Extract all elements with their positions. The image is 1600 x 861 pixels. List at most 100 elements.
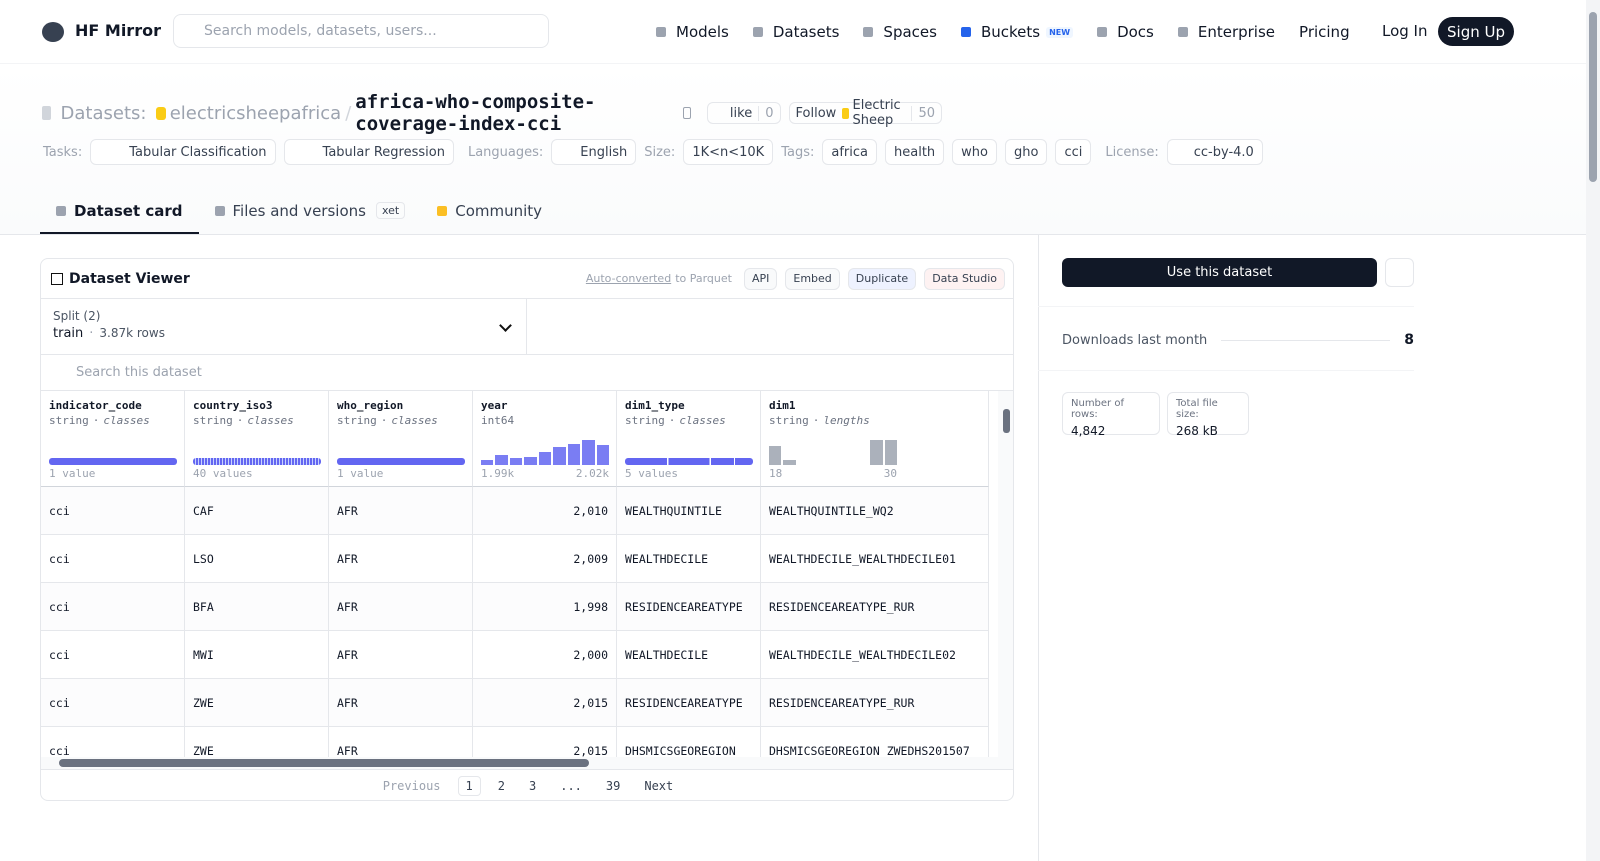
viewer-button[interactable]: Data Studio (924, 267, 1005, 290)
dataset-viewer: Dataset Viewer Auto-converted to Parquet AP… (40, 258, 1014, 801)
nav-link[interactable]: Models (656, 23, 729, 41)
page-link[interactable]: 2 (497, 778, 505, 793)
dataset-search[interactable]: Search this dataset (41, 355, 1013, 391)
nav-link-text: Buckets (980, 23, 1041, 41)
type-sep: · (812, 414, 820, 427)
viewer-button[interactable]: Embed (785, 267, 840, 290)
downloads-label: Downloads last month (1062, 332, 1208, 348)
histogram-bar (596, 445, 609, 465)
tab-icon (56, 206, 66, 216)
split-empty (527, 299, 1013, 355)
page-link[interactable]: 1 (457, 775, 481, 796)
class-bar (337, 458, 465, 465)
owner[interactable]: electricsheepafrica (169, 102, 342, 124)
nav-icon (1177, 27, 1188, 37)
column-kind: classes (103, 414, 150, 427)
license-tag[interactable]: cc-by-4.0 (1166, 139, 1263, 165)
scroll-thumb (1003, 409, 1010, 433)
login[interactable]: Log In (1382, 22, 1428, 40)
viewer-button[interactable]: API (743, 267, 778, 290)
viewer-button[interactable]: Duplicate (847, 267, 917, 290)
column-type: string (193, 414, 233, 427)
nav-link[interactable]: Docs (1097, 23, 1154, 41)
column-summary: 1 value (337, 467, 384, 480)
nav-link[interactable]: Datasets (752, 23, 839, 41)
page-link[interactable]: Next (644, 778, 674, 793)
signup[interactable]: Sign Up (1438, 17, 1514, 46)
task-tag[interactable]: Tabular Regression (283, 139, 454, 165)
table-cell: AFR (329, 679, 473, 727)
nav-link-text: Enterprise (1197, 23, 1276, 41)
table-cell: LSO (185, 535, 329, 583)
size-tag[interactable]: 1K<n<10K (683, 139, 774, 165)
title-row: Datasets: electricsheepafrica / africa-who-… (42, 91, 943, 135)
auto-converted[interactable]: Auto-converted (585, 272, 672, 285)
copy-icon[interactable] (682, 107, 691, 119)
like-count: 0 (758, 105, 779, 121)
tag[interactable]: gho (1004, 139, 1048, 165)
type-sep: · (236, 414, 244, 427)
nav-link[interactable]: Pricing (1299, 23, 1350, 41)
column-summary: 40 values (193, 467, 253, 480)
tab[interactable]: Files and versions xet (199, 198, 422, 234)
nav-border (0, 63, 1600, 64)
language-tag[interactable]: English (551, 139, 637, 165)
column-type-line: string · classes (49, 414, 176, 427)
page-link[interactable]: ... (560, 778, 582, 793)
sidebar-divider (1038, 306, 1414, 307)
range-min: 18 (769, 467, 783, 480)
table-cell: 2,015 (473, 727, 617, 757)
type-sep: · (92, 414, 100, 427)
histogram-bar (567, 444, 581, 465)
page-link[interactable]: Previous (382, 778, 441, 793)
page-link[interactable]: 3 (528, 778, 537, 793)
like: like (729, 105, 753, 121)
sidebar-border (1038, 235, 1039, 861)
nav-link[interactable]: Enterprise (1177, 23, 1276, 41)
follow-button[interactable]: Follow Electric Sheep 50 (788, 98, 943, 128)
histogram-range: 18 30 (769, 467, 897, 481)
column-kind: classes (391, 414, 438, 427)
tasks-label: Tasks: (43, 144, 83, 160)
table-cell: 2,009 (473, 535, 617, 583)
dataset-name: africa-who-composite-coverage-index-cci (355, 91, 596, 135)
tab[interactable]: Community (421, 198, 558, 234)
brand: HF Mirror (75, 21, 161, 40)
table-cell: AFR (329, 535, 473, 583)
column-type-line: string · lengths (769, 414, 980, 427)
use-dataset-button[interactable]: Use this dataset (1062, 258, 1377, 287)
viewer-title: Dataset Viewer (69, 270, 190, 287)
table-cell: WEALTHQUINTILE (617, 487, 761, 535)
search-box[interactable]: Search models, datasets, users... (173, 14, 549, 48)
org-avatar (842, 107, 849, 119)
parquet-text: to Parquet (675, 272, 732, 285)
column-name: year (481, 399, 508, 412)
page-scroll-thumb (1589, 12, 1597, 182)
tag[interactable]: africa (822, 139, 877, 165)
tab[interactable]: Dataset card (40, 198, 199, 234)
page-link[interactable]: 39 (605, 778, 621, 793)
tab-icon (214, 206, 225, 216)
split-label: Split (2) (53, 309, 101, 323)
like-button[interactable]: like 0 (706, 102, 781, 124)
use-dataset: Use this dataset (1166, 265, 1273, 280)
class-bar (49, 458, 177, 465)
tag[interactable]: cci (1055, 139, 1092, 165)
nav-link[interactable]: Buckets NEW (960, 23, 1074, 41)
table-cell: WEALTHDECILE (617, 631, 761, 679)
column-type-line: int64 (481, 414, 608, 427)
more-button[interactable] (1385, 258, 1414, 287)
task-tag[interactable]: Tabular Classification (90, 139, 276, 165)
languages-label: Languages: (467, 144, 544, 160)
column-summary: 5 values (625, 467, 678, 480)
nav-link[interactable]: Spaces (863, 23, 937, 41)
tag[interactable]: health (885, 139, 945, 165)
tag[interactable]: who (952, 139, 997, 165)
histogram-bar (509, 458, 523, 465)
split-select[interactable]: Split (2) train · 3.87k rows (41, 299, 527, 355)
table-cell: WEALTHDECILE_WEALTHDECILE02 (761, 631, 989, 679)
stat-label: Number of rows: (1071, 398, 1124, 420)
pagination: Previous 1 2 3... 39 Next (41, 769, 1013, 800)
stat-card: Total file size: 268 kB (1167, 392, 1249, 438)
